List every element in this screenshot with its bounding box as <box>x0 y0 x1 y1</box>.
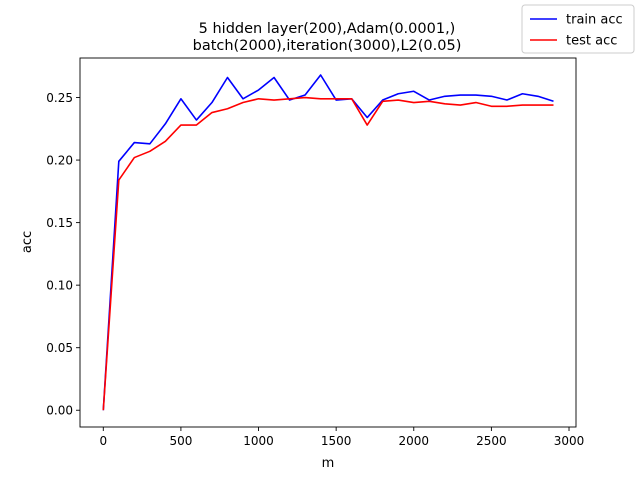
chart-title-line-2: batch(2000),iteration(3000),L2(0.05) <box>193 38 462 54</box>
y-tick-label: 0.15 <box>46 216 73 230</box>
y-axis-ticks: 0.00 0.05 0.10 0.15 0.20 0.25 <box>46 91 80 418</box>
y-tick-label: 0.20 <box>46 154 73 168</box>
x-axis-label: m <box>322 456 335 471</box>
series-line-train-acc <box>102 74 554 411</box>
x-axis-ticks: 0 500 1000 1500 2000 2500 3000 <box>99 427 584 448</box>
y-tick-label: 0.10 <box>46 279 73 293</box>
y-tick-label: 0.25 <box>46 91 73 105</box>
y-axis-label: acc <box>20 231 35 253</box>
x-tick-label: 1000 <box>243 434 274 448</box>
x-tick-label: 2000 <box>398 434 429 448</box>
y-tick-label: 0.00 <box>46 404 73 418</box>
legend-label-train-acc: train acc <box>566 13 623 28</box>
axes-frame <box>79 57 577 428</box>
x-tick-label: 500 <box>169 434 192 448</box>
series-line-test-acc <box>102 96 554 411</box>
legend-frame <box>521 4 635 54</box>
y-tick-label: 0.05 <box>46 341 73 355</box>
chart-title-line-1: 5 hidden layer(200),Adam(0.0001,) <box>199 21 456 37</box>
plot-area <box>79 57 577 428</box>
x-tick-label: 1500 <box>321 434 352 448</box>
axes-background <box>80 58 576 427</box>
legend: train acc test acc <box>521 4 635 54</box>
x-tick-label: 0 <box>99 434 107 448</box>
legend-label-test-acc: test acc <box>566 34 617 49</box>
x-tick-label: 3000 <box>554 434 585 448</box>
series-layer <box>102 74 554 411</box>
x-tick-label: 2500 <box>476 434 507 448</box>
